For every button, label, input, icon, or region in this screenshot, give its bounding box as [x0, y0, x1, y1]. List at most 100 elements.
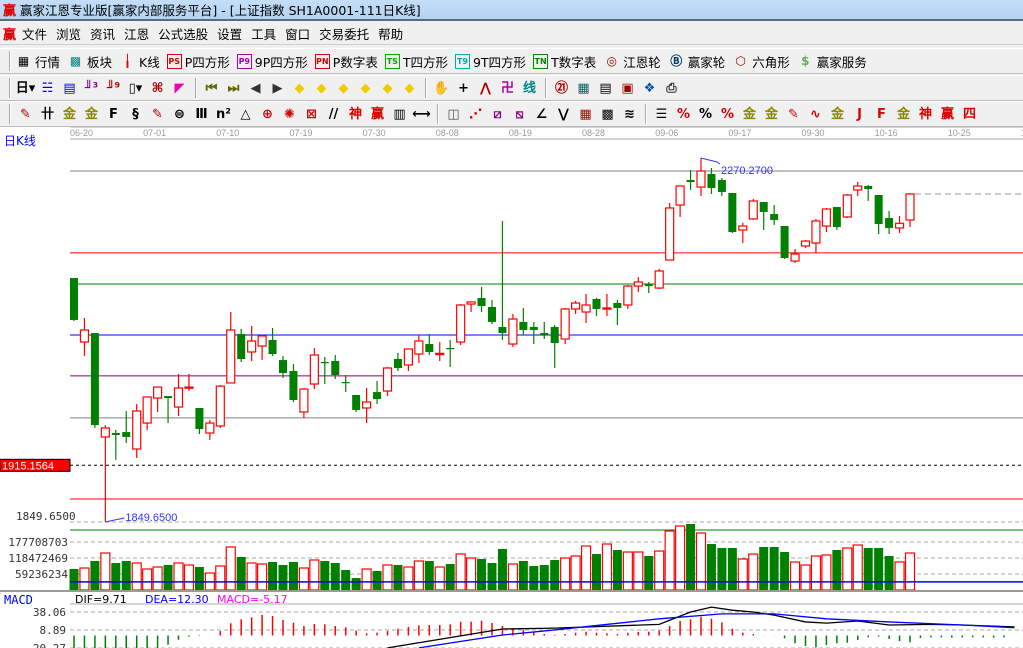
network-icon[interactable]: ❖ [643, 80, 656, 96]
gann-box-icon[interactable]: ◫ [447, 106, 460, 122]
formula-icon[interactable]: 卍 [500, 80, 514, 96]
f-angle-icon[interactable]: F [877, 106, 886, 122]
grid-icon[interactable]: ▦ [579, 106, 592, 122]
save-icon[interactable]: ▣ [621, 80, 634, 96]
gann-square-icon[interactable]: ⧄ [493, 106, 502, 122]
crosshair-icon[interactable]: + [458, 80, 469, 96]
ying-icon[interactable]: 赢 [370, 106, 384, 122]
move-left-icon[interactable]: ◆ [294, 80, 305, 96]
menu-item[interactable]: 帮助 [378, 27, 404, 42]
marker-icon[interactable]: ✎ [788, 106, 799, 122]
candle-body [184, 386, 194, 389]
toolbar-button-kline[interactable]: ╽ K线 [119, 52, 160, 71]
map-icon[interactable]: ⌘ [151, 80, 164, 96]
pen-icon[interactable]: ✎ [20, 106, 31, 122]
toolbar-button-dollar[interactable]: $ 赢家服务 [797, 52, 867, 71]
gold-lines-icon[interactable]: 金 [62, 106, 76, 122]
toolbar-button-pn[interactable]: PN P数字表 [314, 52, 378, 71]
square-grid-icon[interactable]: ⊠ [306, 106, 317, 122]
measure-icon[interactable]: ⟷ [412, 106, 431, 122]
menu-item[interactable]: 交易委托 [319, 27, 370, 42]
zoom-v-icon[interactable]: ◆ [404, 80, 415, 96]
menu-item[interactable]: 设置 [217, 27, 243, 42]
pen-grid-icon[interactable]: ✎ [152, 106, 163, 122]
chart-canvas[interactable]: 06-20 07-01 07-10 07-19 07-30 08-08 08-19 08-28… [0, 127, 1023, 648]
move-right-icon[interactable]: ◆ [316, 80, 327, 96]
zigzag-icon[interactable]: ⋁ [558, 106, 569, 122]
menu-item[interactable]: 窗口 [285, 27, 311, 42]
toolbar-button-tn[interactable]: TN T数字表 [533, 52, 596, 71]
clipboard-icon[interactable]: ▤ [63, 80, 76, 96]
indicator-icon[interactable]: 线 [522, 80, 536, 96]
last-icon[interactable]: ⏭ [227, 80, 240, 96]
grid2-icon[interactable]: ▩ [601, 106, 614, 122]
parallel-icon[interactable]: // [328, 106, 339, 122]
calculator-icon[interactable]: ▦ [577, 80, 590, 96]
prev-icon[interactable]: ◀ [250, 80, 261, 96]
ying-angle-icon[interactable]: 赢 [940, 106, 954, 122]
candle-type-icon[interactable]: ▯▾ [128, 80, 143, 96]
gann-square2-icon[interactable]: ⧅ [515, 106, 524, 122]
gold-lines2-icon[interactable]: 金 [84, 106, 98, 122]
target-icon[interactable]: ⊕ [262, 106, 273, 122]
fan-icon[interactable]: ⋰ [469, 106, 482, 122]
toolbar-button-p9[interactable]: P9 9P四方形 [236, 52, 308, 71]
menu-item[interactable]: 公式选股 [158, 27, 209, 42]
shen-icon[interactable]: 神 [348, 106, 362, 122]
gold-angle-icon[interactable]: 金 [896, 106, 910, 122]
toolbar-button-sector-blocks[interactable]: ▩ 板块 [67, 52, 112, 71]
step3-icon[interactable]: ╜³ [84, 80, 99, 96]
kline-chart[interactable]: 06-20 07-01 07-10 07-19 07-30 08-08 08-19 08-28… [0, 127, 1023, 648]
polyline-icon[interactable]: ⋀ [480, 80, 491, 96]
vertical-lines-icon[interactable]: Ⅲ [195, 106, 208, 122]
notes-icon[interactable]: ▤ [599, 80, 612, 96]
gold-red-icon[interactable]: 金 [830, 106, 844, 122]
percent-icon[interactable]: % [698, 106, 713, 122]
wave-icon[interactable]: ∿ [810, 106, 821, 122]
menu-item[interactable]: 资讯 [90, 27, 116, 42]
toolbar-button-gann-wheel[interactable]: ◎ 江恩轮 [603, 52, 660, 71]
period-daily-icon[interactable]: 日▾ [15, 80, 36, 96]
next-icon[interactable]: ▶ [272, 80, 283, 96]
angle-fan-icon[interactable]: ∠ [535, 106, 548, 122]
menu-item[interactable]: 浏览 [56, 27, 82, 42]
zoom-out-icon[interactable]: ◆ [382, 80, 393, 96]
step9-icon[interactable]: ╜⁹ [106, 80, 121, 96]
ruler-icon[interactable]: ▥ [393, 106, 406, 122]
f-lines-icon[interactable]: F [109, 106, 118, 122]
flag-icon[interactable]: ◤ [174, 80, 185, 96]
j-angle-icon[interactable]: J [857, 106, 862, 122]
chart-overlay-icon[interactable]: ☵ [41, 80, 54, 96]
si-angle-icon[interactable]: 四 [962, 106, 976, 122]
calendar-icon[interactable]: ㉑ [554, 80, 568, 96]
printer-icon[interactable]: ⎙ [666, 80, 677, 96]
n2-icon[interactable]: n² [216, 106, 231, 122]
circle-grid-icon[interactable]: ⊜ [174, 106, 185, 122]
menu-item[interactable]: 文件 [22, 27, 48, 42]
menu-item[interactable]: 工具 [251, 27, 277, 42]
percent-lines-icon[interactable]: % [720, 106, 735, 122]
volume-bar [560, 557, 571, 591]
radar-icon[interactable]: ✺ [284, 106, 295, 122]
first-icon[interactable]: ⏮ [205, 80, 218, 96]
shen-angle-icon[interactable]: 神 [918, 106, 932, 122]
hand-icon[interactable]: ✋ [433, 80, 450, 96]
channel-icon[interactable]: ≋ [624, 106, 635, 122]
triangle-icon[interactable]: △ [240, 106, 251, 122]
menu-item[interactable]: 江恩 [124, 27, 150, 42]
spiral-icon[interactable]: § [132, 106, 139, 122]
toolbar-button-ts[interactable]: TS T四方形 [384, 52, 448, 71]
zoom-in-icon[interactable]: ◆ [360, 80, 371, 96]
toolbar-button-winner-wheel[interactable]: Ⓑ 赢家轮 [668, 52, 725, 71]
bars-icon[interactable]: ☰ [655, 106, 668, 122]
toolbar-button-t9[interactable]: T9 9T四方形 [454, 52, 526, 71]
sector-blocks-icon: ▩ [69, 53, 82, 68]
gold-lines3-icon[interactable]: 金 [764, 106, 778, 122]
toolbar-button-quotes-table[interactable]: ▦ 行情 [15, 52, 60, 71]
gold-circle-icon[interactable]: 金 [742, 106, 756, 122]
toolbar-button-ps[interactable]: PS P四方形 [166, 52, 230, 71]
percent-fan-icon[interactable]: % [676, 106, 691, 122]
toolbar-button-hexagon[interactable]: ⬡ 六角形 [732, 52, 789, 71]
zoom-h-icon[interactable]: ◆ [338, 80, 349, 96]
grid-lines-icon[interactable]: 卄 [40, 106, 54, 122]
